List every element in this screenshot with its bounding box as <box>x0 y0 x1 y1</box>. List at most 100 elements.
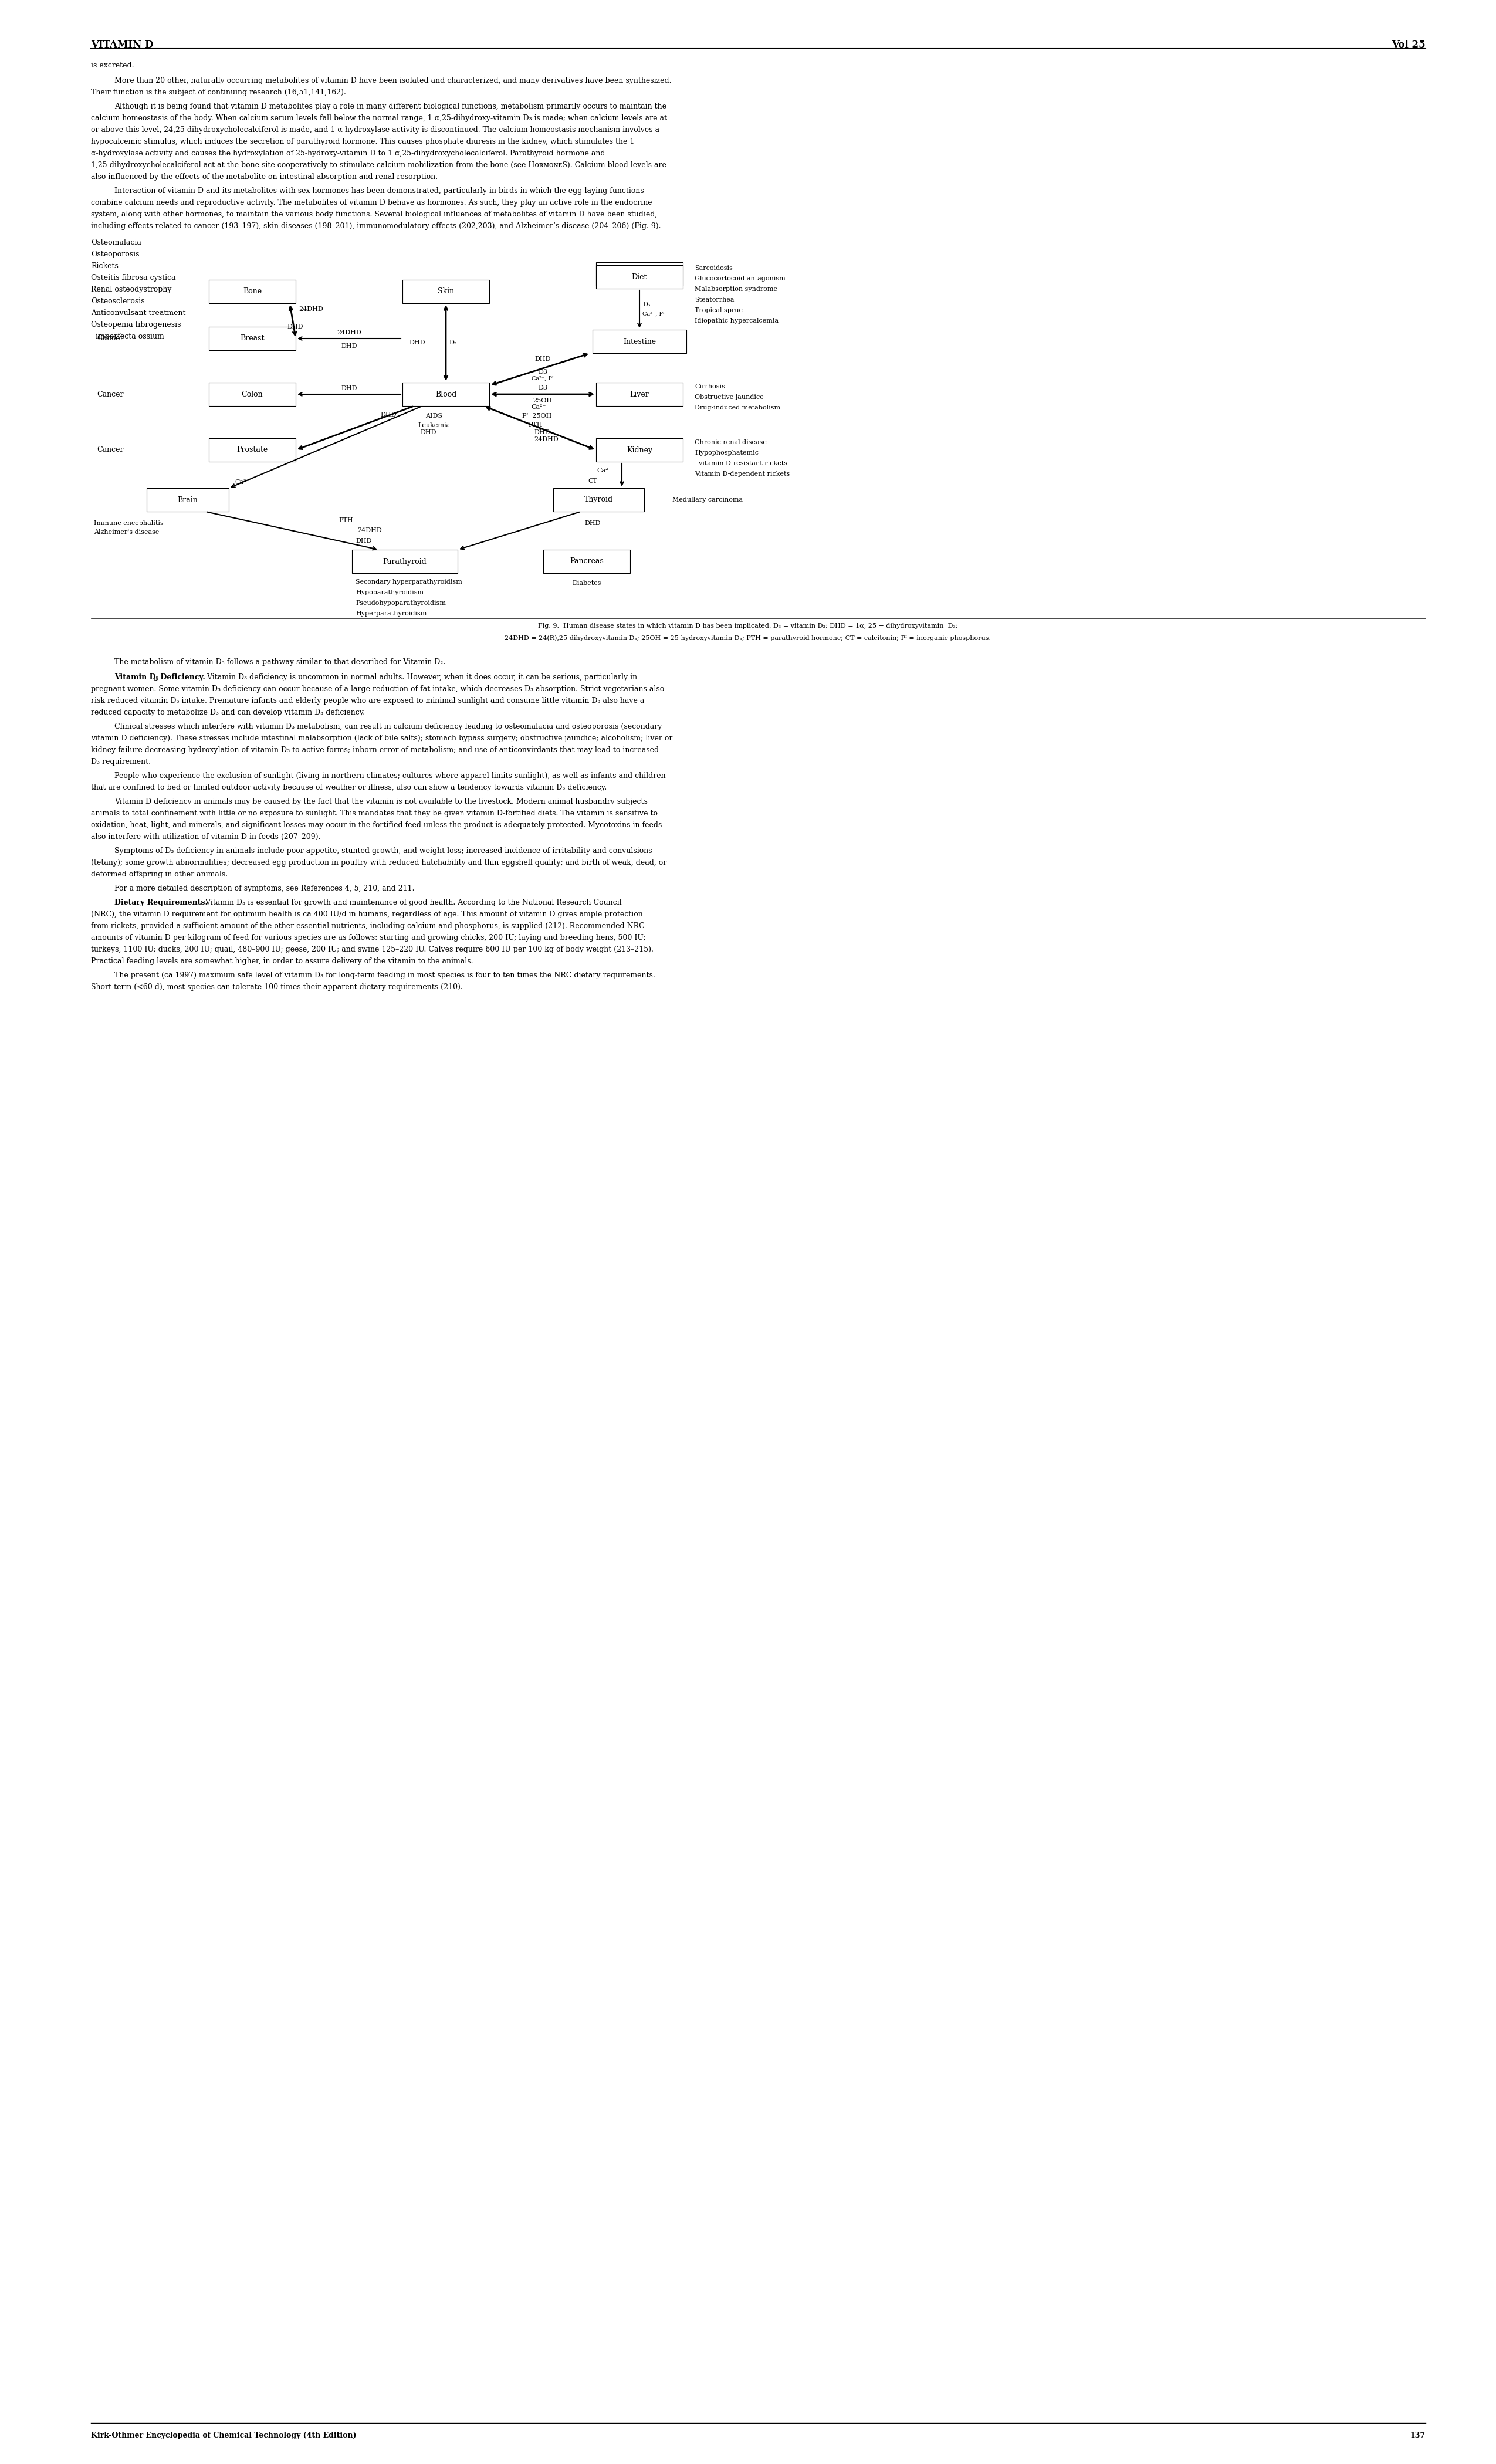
Text: Short-term (<60 d), most species can tolerate 100 times their apparent dietary r: Short-term (<60 d), most species can tol… <box>91 983 462 991</box>
Text: DHD: DHD <box>380 411 396 419</box>
Text: vitamin D deficiency). These stresses include intestinal malabsorption (lack of : vitamin D deficiency). These stresses in… <box>91 734 673 742</box>
Text: AIDS: AIDS <box>426 414 443 419</box>
Text: D3: D3 <box>539 370 548 375</box>
Bar <box>592 330 687 352</box>
Text: 24DHD = 24(R),25-dihydroxyvitamin D₃; 25OH = 25-hydroxyvitamin D₃; PTH = parathy: 24DHD = 24(R),25-dihydroxyvitamin D₃; 25… <box>504 636 992 641</box>
Text: Cancer: Cancer <box>97 446 124 453</box>
Text: Clinical stresses which interfere with vitamin D₃ metabolism, can result in calc: Clinical stresses which interfere with v… <box>114 722 661 729</box>
Text: Skin: Skin <box>438 288 455 296</box>
Text: D3: D3 <box>539 384 548 392</box>
Text: Dietary Requirements.: Dietary Requirements. <box>114 899 208 907</box>
Text: Vitamin D-dependent rickets: Vitamin D-dependent rickets <box>694 471 790 478</box>
Bar <box>595 261 682 286</box>
Text: Hypophosphatemic: Hypophosphatemic <box>694 451 758 456</box>
Text: DHD: DHD <box>410 340 425 345</box>
Text: Cancer: Cancer <box>97 335 124 342</box>
Text: DHD: DHD <box>356 537 373 545</box>
Text: Liver: Liver <box>630 389 649 399</box>
Text: Vitamin D: Vitamin D <box>114 673 156 680</box>
Text: Obstructive jaundice: Obstructive jaundice <box>694 394 763 399</box>
Text: DHD: DHD <box>534 429 551 436</box>
Text: Ca²⁺: Ca²⁺ <box>597 468 612 473</box>
Text: is excreted.: is excreted. <box>91 62 135 69</box>
Bar <box>543 549 630 574</box>
Text: D₃: D₃ <box>642 301 651 308</box>
Text: PTH: PTH <box>528 421 543 429</box>
Text: Glucocortocoid antagonism: Glucocortocoid antagonism <box>694 276 785 281</box>
Text: DHD: DHD <box>341 384 358 392</box>
Text: Hyperparathyroidism: Hyperparathyroidism <box>356 611 426 616</box>
Text: D₃: D₃ <box>449 340 456 345</box>
Text: oxidation, heat, light, and minerals, and significant losses may occur in the fo: oxidation, heat, light, and minerals, an… <box>91 821 661 828</box>
Text: that are confined to bed or limited outdoor activity because of weather or illne: that are confined to bed or limited outd… <box>91 784 607 791</box>
Text: Osteomalacia: Osteomalacia <box>91 239 141 246</box>
Text: Hypoparathyroidism: Hypoparathyroidism <box>356 589 423 596</box>
Text: Immune encephalitis: Immune encephalitis <box>94 520 163 527</box>
Text: vitamin D-resistant rickets: vitamin D-resistant rickets <box>694 461 787 466</box>
Text: Although it is being found that vitamin D metabolites play a role in many differ: Although it is being found that vitamin … <box>114 103 666 111</box>
Text: Diet: Diet <box>631 274 648 281</box>
Text: or above this level, 24,25-dihydroxycholecalciferol is made, and 1 α-hydroxylase: or above this level, 24,25-dihydroxychol… <box>91 126 660 133</box>
Text: including effects related to cancer (193–197), skin diseases (198–201), immunomo: including effects related to cancer (193… <box>91 222 661 229</box>
Text: Brain: Brain <box>178 495 197 503</box>
Text: Thyroid: Thyroid <box>583 495 613 503</box>
Text: Interaction of vitamin D and its metabolites with sex hormones has been demonstr: Interaction of vitamin D and its metabol… <box>114 187 643 195</box>
Text: Deficiency.: Deficiency. <box>157 673 205 680</box>
Text: Diet: Diet <box>631 271 648 278</box>
Text: Anticonvulsant treatment: Anticonvulsant treatment <box>91 308 186 318</box>
Text: Breast: Breast <box>239 335 265 342</box>
Bar <box>209 281 296 303</box>
Text: also influenced by the effects of the metabolite on intestinal absorption and re: also influenced by the effects of the me… <box>91 172 438 180</box>
Text: system, along with other hormones, to maintain the various body functions. Sever: system, along with other hormones, to ma… <box>91 209 657 219</box>
Text: 3: 3 <box>153 675 157 683</box>
Text: animals to total confinement with little or no exposure to sunlight. This mandat: animals to total confinement with little… <box>91 811 658 818</box>
Text: Osteopenia fibrogenesis: Osteopenia fibrogenesis <box>91 320 181 328</box>
Text: combine calcium needs and reproductive activity. The metabolites of vitamin D be: combine calcium needs and reproductive a… <box>91 200 652 207</box>
Text: Their function is the subject of continuing research (16,51,141,162).: Their function is the subject of continu… <box>91 89 346 96</box>
Text: deformed offspring in other animals.: deformed offspring in other animals. <box>91 870 227 877</box>
Text: Vitamin D₃ is essential for growth and maintenance of good health. According to : Vitamin D₃ is essential for growth and m… <box>200 899 622 907</box>
Text: Osteoporosis: Osteoporosis <box>91 251 139 259</box>
Text: 137: 137 <box>1411 2432 1426 2439</box>
Text: also interfere with utilization of vitamin D in feeds (207–209).: also interfere with utilization of vitam… <box>91 833 320 840</box>
Bar <box>209 382 296 407</box>
Text: Prostate: Prostate <box>236 446 268 453</box>
Text: Cirrhosis: Cirrhosis <box>694 384 726 389</box>
Text: DHD: DHD <box>534 357 551 362</box>
Text: People who experience the exclusion of sunlight (living in northern climates; cu: People who experience the exclusion of s… <box>114 771 666 779</box>
Text: Vol 25: Vol 25 <box>1391 39 1426 49</box>
Text: Leukemia: Leukemia <box>417 421 450 429</box>
Text: Kidney: Kidney <box>627 446 652 453</box>
Text: The present (ca 1997) maximum safe level of vitamin D₃ for long-term feeding in : The present (ca 1997) maximum safe level… <box>114 971 655 978</box>
Text: D₃ requirement.: D₃ requirement. <box>91 759 151 766</box>
Text: Ca²⁺: Ca²⁺ <box>531 404 546 409</box>
Text: Ca²⁺, Pᴵ: Ca²⁺, Pᴵ <box>531 377 554 382</box>
Text: from rickets, provided a sufficient amount of the other essential nutrients, inc: from rickets, provided a sufficient amou… <box>91 922 645 929</box>
Text: More than 20 other, naturally occurring metabolites of vitamin D have been isola: More than 20 other, naturally occurring … <box>114 76 672 84</box>
Text: Idiopathic hypercalcemia: Idiopathic hypercalcemia <box>694 318 778 323</box>
Text: α-hydroxylase activity and causes the hydroxylation of 25-hydroxy-vitamin D to 1: α-hydroxylase activity and causes the hy… <box>91 150 606 158</box>
Text: pregnant women. Some vitamin D₃ deficiency can occur because of a large reductio: pregnant women. Some vitamin D₃ deficien… <box>91 685 664 692</box>
Text: 1,25-dihydroxycholecalciferol act at the bone site cooperatively to stimulate ca: 1,25-dihydroxycholecalciferol act at the… <box>91 160 666 170</box>
Text: The metabolism of vitamin D₃ follows a pathway similar to that described for Vit: The metabolism of vitamin D₃ follows a p… <box>114 658 446 665</box>
Text: Pᴵ  25OH: Pᴵ 25OH <box>522 414 552 419</box>
Bar <box>209 439 296 461</box>
Bar <box>595 382 682 407</box>
Bar <box>402 281 489 303</box>
Text: Alzheimer's disease: Alzheimer's disease <box>94 530 159 535</box>
Text: Steatorrhea: Steatorrhea <box>694 296 735 303</box>
Text: Intestine: Intestine <box>622 338 655 345</box>
Text: DHD: DHD <box>420 429 437 436</box>
Text: Ca²⁺: Ca²⁺ <box>235 480 250 485</box>
Bar <box>209 328 296 350</box>
Bar <box>595 266 682 288</box>
Text: hypocalcemic stimulus, which induces the secretion of parathyroid hormone. This : hypocalcemic stimulus, which induces the… <box>91 138 634 145</box>
Text: Vitamin D deficiency in animals may be caused by the fact that the vitamin is no: Vitamin D deficiency in animals may be c… <box>114 798 648 806</box>
Text: Ca²⁺, Pᴵ: Ca²⁺, Pᴵ <box>642 310 664 315</box>
Text: 24DHD: 24DHD <box>337 330 362 335</box>
Text: 24DHD: 24DHD <box>299 306 323 313</box>
Text: Rickets: Rickets <box>91 261 118 271</box>
Text: DHD: DHD <box>585 520 600 527</box>
Text: For a more detailed description of symptoms, see References 4, 5, 210, and 211.: For a more detailed description of sympt… <box>114 885 414 892</box>
Bar <box>554 488 645 513</box>
